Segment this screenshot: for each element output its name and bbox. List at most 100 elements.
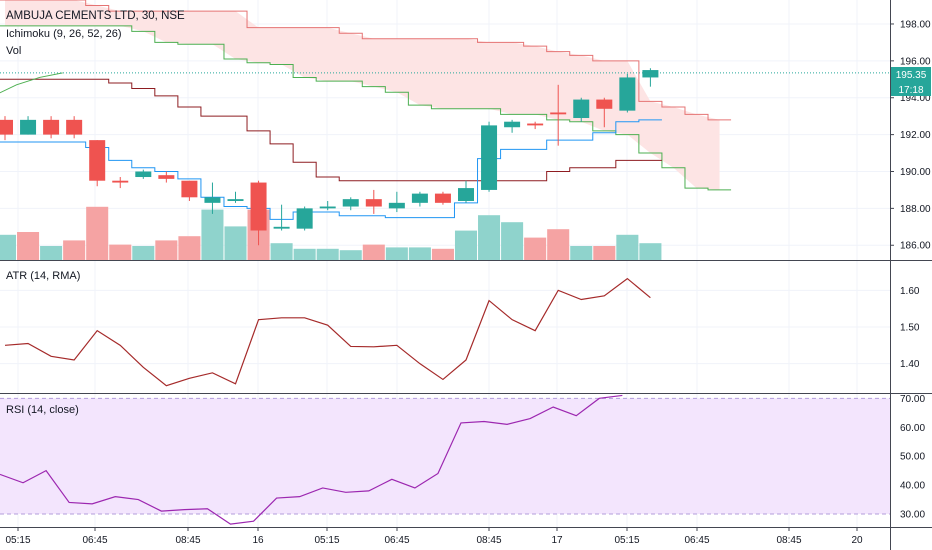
candle-body: [458, 188, 474, 201]
volume-bar: [501, 222, 524, 260]
x-tick-label: 08:45: [476, 535, 501, 546]
volume-bar: [86, 206, 109, 260]
volume-bar: [0, 234, 17, 260]
candle-body: [642, 70, 659, 78]
ichimoku-span-a-line: [0, 25, 732, 191]
ichimoku-kijun-line: [0, 78, 662, 182]
volume-bar: [316, 248, 339, 260]
x-tick-label: 06:45: [684, 535, 709, 546]
volume-bar: [431, 248, 454, 260]
ichimoku-cloud: [5, 0, 720, 190]
rsi-tick-label: 50.00: [900, 452, 925, 463]
price-tick-label: 196.00: [900, 56, 931, 67]
price-tick-label: 188.00: [900, 204, 931, 215]
candle-body: [319, 206, 336, 209]
candle-body: [619, 77, 636, 111]
volume-bar: [178, 236, 201, 260]
countdown-badge: [891, 82, 931, 96]
rsi-tick-label: 40.00: [900, 481, 925, 492]
candle-body: [388, 202, 405, 209]
x-tick-label: 05:15: [314, 535, 339, 546]
candle-body: [135, 171, 152, 178]
candle-body: [411, 193, 428, 203]
atr-label: ATR (14, RMA): [6, 270, 80, 282]
volume-bar: [570, 246, 593, 260]
rsi-tick-label: 70.00: [900, 394, 925, 405]
rsi-pane: [0, 394, 890, 525]
candle-body: [596, 99, 613, 109]
last-price-text: 195.35: [896, 70, 927, 81]
candle-body: [296, 208, 313, 229]
volume-bar: [639, 243, 662, 260]
price-tick-label: 194.00: [900, 93, 931, 104]
candle-body: [158, 175, 175, 179]
candle-body: [43, 119, 60, 135]
candle-body: [504, 121, 521, 128]
volume-bar: [155, 240, 178, 260]
candle-body: [0, 119, 13, 135]
x-tick-label: 05:15: [614, 535, 639, 546]
candle-body: [434, 193, 451, 203]
ichimoku-chikou-line: [0, 72, 63, 94]
x-tick-label: 05:15: [5, 535, 30, 546]
volume-bar: [408, 247, 431, 260]
candle-body: [273, 226, 290, 229]
last-price-badge: [891, 67, 931, 82]
x-tick-label: 17: [551, 535, 563, 546]
price-tick-label: 190.00: [900, 167, 931, 178]
candle-body: [481, 125, 498, 190]
candle-body: [112, 180, 129, 183]
volume-bar: [362, 244, 385, 260]
ichimoku-span-b-line: [0, 0, 732, 121]
x-tick-label: 08:45: [175, 535, 200, 546]
atr-tick-label: 1.50: [900, 323, 920, 334]
volume-bar: [40, 246, 63, 260]
candle-body: [550, 112, 567, 115]
chart-title: AMBUJA CEMENTS LTD, 30, NSE: [6, 10, 185, 22]
atr-line: [4, 277, 651, 387]
x-tick-label: 16: [252, 535, 264, 546]
volume-bar: [17, 232, 40, 260]
atr-tick-label: 1.60: [900, 286, 920, 297]
candle-body: [66, 119, 83, 135]
rsi-line: [0, 394, 623, 525]
x-tick-label: 20: [851, 535, 863, 546]
volume-bar: [524, 237, 547, 260]
volume-bar: [109, 244, 132, 260]
price-tick-label: 186.00: [900, 241, 931, 252]
rsi-band: [0, 398, 890, 514]
volume-bar: [224, 226, 247, 260]
candle-body: [527, 123, 544, 126]
rsi-tick-label: 30.00: [900, 509, 925, 520]
volume-bar: [339, 250, 362, 260]
volume-bar: [478, 215, 501, 260]
rsi-tick-label: 60.00: [900, 423, 925, 434]
volume-bar: [201, 209, 224, 260]
candle-body: [204, 197, 221, 203]
atr-pane: [4, 277, 651, 387]
volume-bar: [293, 248, 316, 260]
price-tick-label: 192.00: [900, 130, 931, 141]
candle-body: [89, 140, 106, 181]
volume-bar: [616, 234, 639, 260]
candle-body: [181, 180, 198, 198]
x-tick-label: 06:45: [384, 535, 409, 546]
price-tick-label: 198.00: [900, 19, 931, 30]
volume-bar: [270, 243, 293, 260]
ichimoku-label: Ichimoku (9, 26, 52, 26): [6, 28, 122, 40]
candle-body: [227, 199, 244, 201]
time-axis[interactable]: 05:15 06:45 08:45 16 05:15 06:45 08:45 17 05:15 0…: [5, 527, 863, 546]
candle-body: [20, 119, 37, 135]
volume-bar: [63, 240, 86, 260]
volume-bar: [132, 246, 155, 260]
volume-label: Vol: [6, 45, 21, 57]
candle-body: [342, 199, 359, 207]
price-axis[interactable]: 186.00 188.00 190.00 192.00 194.00 196.00 198.…: [890, 19, 931, 520]
candle-body: [573, 99, 590, 119]
countdown-text: 17:18: [898, 85, 923, 96]
x-tick-label: 06:45: [82, 535, 107, 546]
volume-bar: [385, 247, 408, 260]
volume-bar: [593, 246, 616, 260]
candle-body: [250, 182, 267, 231]
